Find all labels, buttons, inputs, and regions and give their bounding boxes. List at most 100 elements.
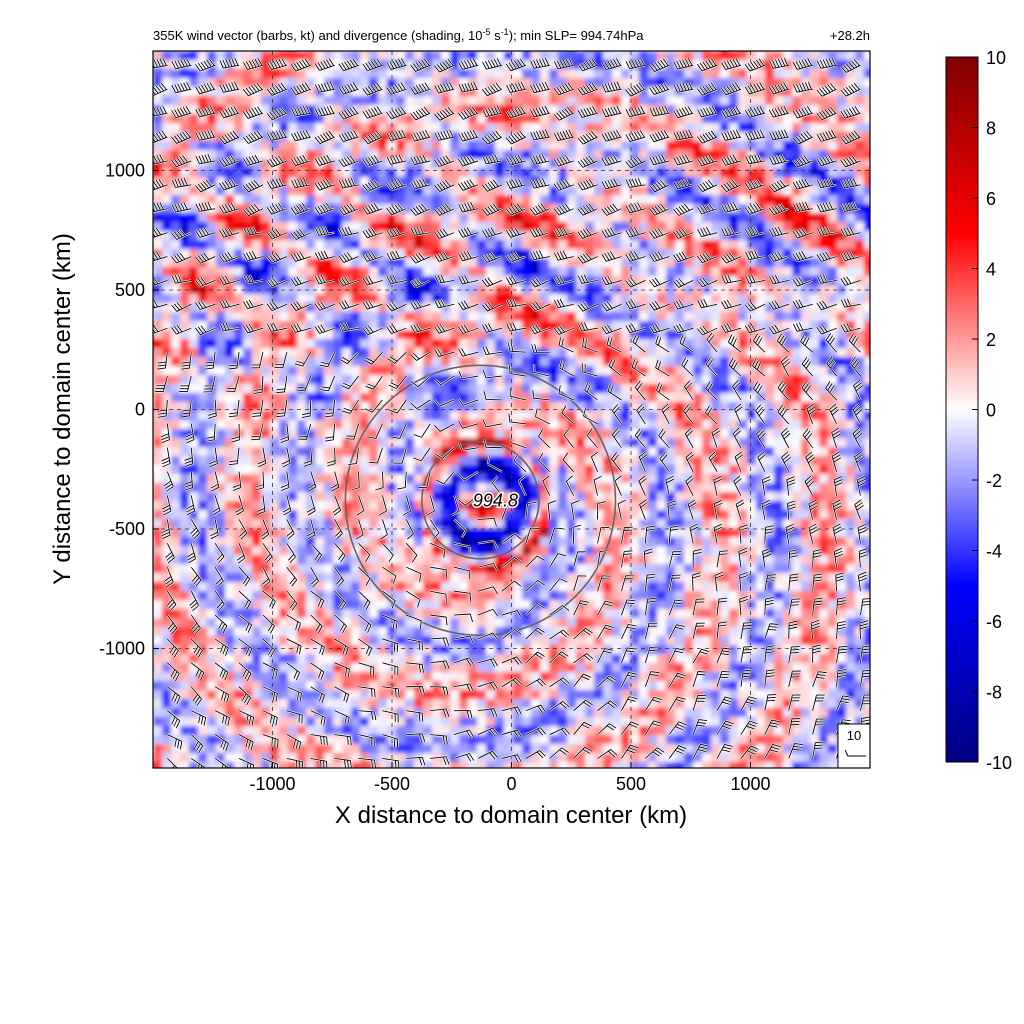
wind-barb [256,495,266,515]
wind-barb [768,105,789,118]
wind-barb [744,301,766,312]
wind-barb [458,179,479,191]
wind-barb [434,107,455,121]
wind-barb [581,363,598,377]
wind-barb [668,721,687,735]
wind-barb [262,567,271,588]
wind-barb [434,348,455,357]
wind-barb [434,375,455,386]
wind-barb [732,427,742,448]
y-tick-label: -500 [109,519,145,539]
wind-barb [334,614,347,634]
wind-barb [768,300,789,310]
wind-barb [434,155,455,168]
wind-barb [243,274,264,284]
wind-barb [211,495,221,516]
wind-barb [639,499,648,520]
wind-barb [720,252,742,264]
wind-barb [477,540,498,549]
wind-barb [262,710,278,726]
wind-barb [601,324,622,335]
wind-barb [859,669,870,687]
wind-barb [171,106,192,119]
wind-barb [334,566,345,587]
wind-barb [195,179,216,193]
wind-barb [816,300,837,311]
wind-barb [266,228,288,240]
wind-barb [214,614,228,634]
wind-barb [276,399,288,418]
wind-barb [601,203,622,216]
wind-barb [625,129,646,143]
wind-barb [764,669,775,687]
wind-barb [673,58,694,70]
wind-barb [728,357,742,377]
wind-barb [601,105,622,118]
wind-barb [330,471,340,492]
wind-barb [382,590,396,609]
wind-barb [228,352,240,370]
wind-barb [430,542,446,558]
wind-barb [714,571,724,592]
wind-barb [673,106,694,119]
wind-barb [338,129,359,142]
wind-barb [668,745,687,759]
wind-barb [826,356,837,377]
wind-barb [573,551,586,568]
wind-barb [262,543,273,563]
wind-barb [195,252,216,264]
wind-barb [219,299,240,309]
wind-barb [573,653,594,664]
wind-barb [458,250,479,262]
wind-barb [816,106,837,121]
wind-barb [810,619,820,639]
wind-barb [303,447,313,467]
wind-barb [571,500,580,520]
wind-barb [721,274,742,284]
wind-barb [634,428,646,449]
wind-barb [358,710,377,721]
wind-barb [482,419,503,428]
wind-barb [338,58,359,72]
wind-barb [190,519,200,540]
wind-barb [410,323,431,333]
wind-barb [482,369,502,379]
wind-barb [243,154,264,166]
wind-barb [573,575,587,592]
wind-barb [164,471,174,492]
wind-barb [769,275,789,285]
wind-barb [529,277,550,288]
wind-barb [410,226,431,236]
wind-barb [219,81,240,93]
wind-barb [840,298,861,308]
wind-barb [406,710,424,722]
wind-barb [501,610,522,618]
wind-barb [362,227,383,239]
wind-barb [477,681,499,690]
wind-barb [649,203,670,216]
wind-barb [508,365,526,377]
wind-barb [559,360,574,377]
wind-barb [314,178,335,191]
wind-barb [314,58,335,71]
wind-barb [334,638,349,656]
wind-barb [153,227,168,238]
wind-barb [209,447,218,468]
wind-barb [597,526,610,544]
wind-barb [477,727,499,737]
wind-barb [685,475,694,496]
wind-barb [267,178,287,190]
x-tick-label: -500 [374,774,410,794]
wind-barb [393,447,407,464]
wind-barb [764,596,774,616]
wind-barb [266,301,288,312]
wind-barb [553,179,574,191]
wind-barb [477,632,499,640]
wind-barb [788,646,800,663]
wind-barb [549,605,570,616]
wind-barb [477,586,498,595]
wind-barb [854,499,864,520]
wind-barb [549,677,570,688]
wind-barb [732,380,742,401]
wind-barb [334,543,346,563]
